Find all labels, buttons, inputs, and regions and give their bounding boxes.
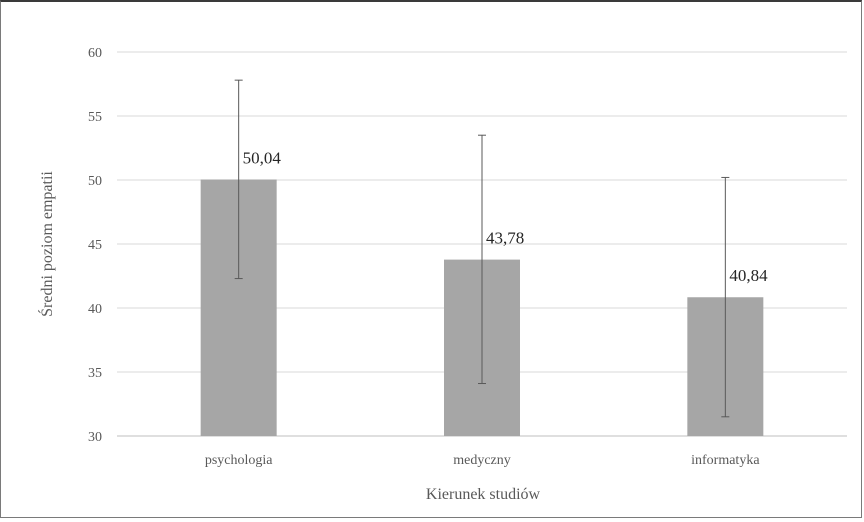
y-tick-label: 40 (88, 302, 102, 317)
x-axis-title: Kierunek studiów (426, 486, 541, 503)
y-tick-label: 30 (88, 430, 102, 445)
x-tick-label-medyczny: medyczny (453, 453, 511, 468)
error-bar-psychologia (234, 79, 243, 280)
y-tick-label: 50 (88, 174, 102, 189)
x-tick-label-informatyka: informatyka (691, 453, 760, 468)
x-axis-ticks: psychologia medyczny informatyka (205, 453, 760, 468)
y-tick-label: 45 (88, 238, 102, 253)
data-label-psychologia: 50,04 (243, 148, 282, 167)
data-label-medyczny: 43,78 (486, 229, 524, 248)
error-bar-medyczny (478, 134, 486, 385)
data-labels: 50,04 43,78 40,84 (243, 148, 768, 285)
y-tick-label: 55 (88, 110, 102, 125)
y-axis-ticks: 30 35 40 45 50 55 60 (88, 46, 102, 445)
y-axis-title: Średni poziom empatii (37, 171, 56, 317)
x-tick-label-psychologia: psychologia (205, 453, 273, 468)
y-tick-label: 35 (88, 366, 102, 381)
y-tick-label: 60 (88, 46, 102, 61)
data-label-informatyka: 40,84 (729, 266, 768, 285)
error-bars (234, 79, 730, 418)
error-bar-informatyka (721, 176, 730, 418)
